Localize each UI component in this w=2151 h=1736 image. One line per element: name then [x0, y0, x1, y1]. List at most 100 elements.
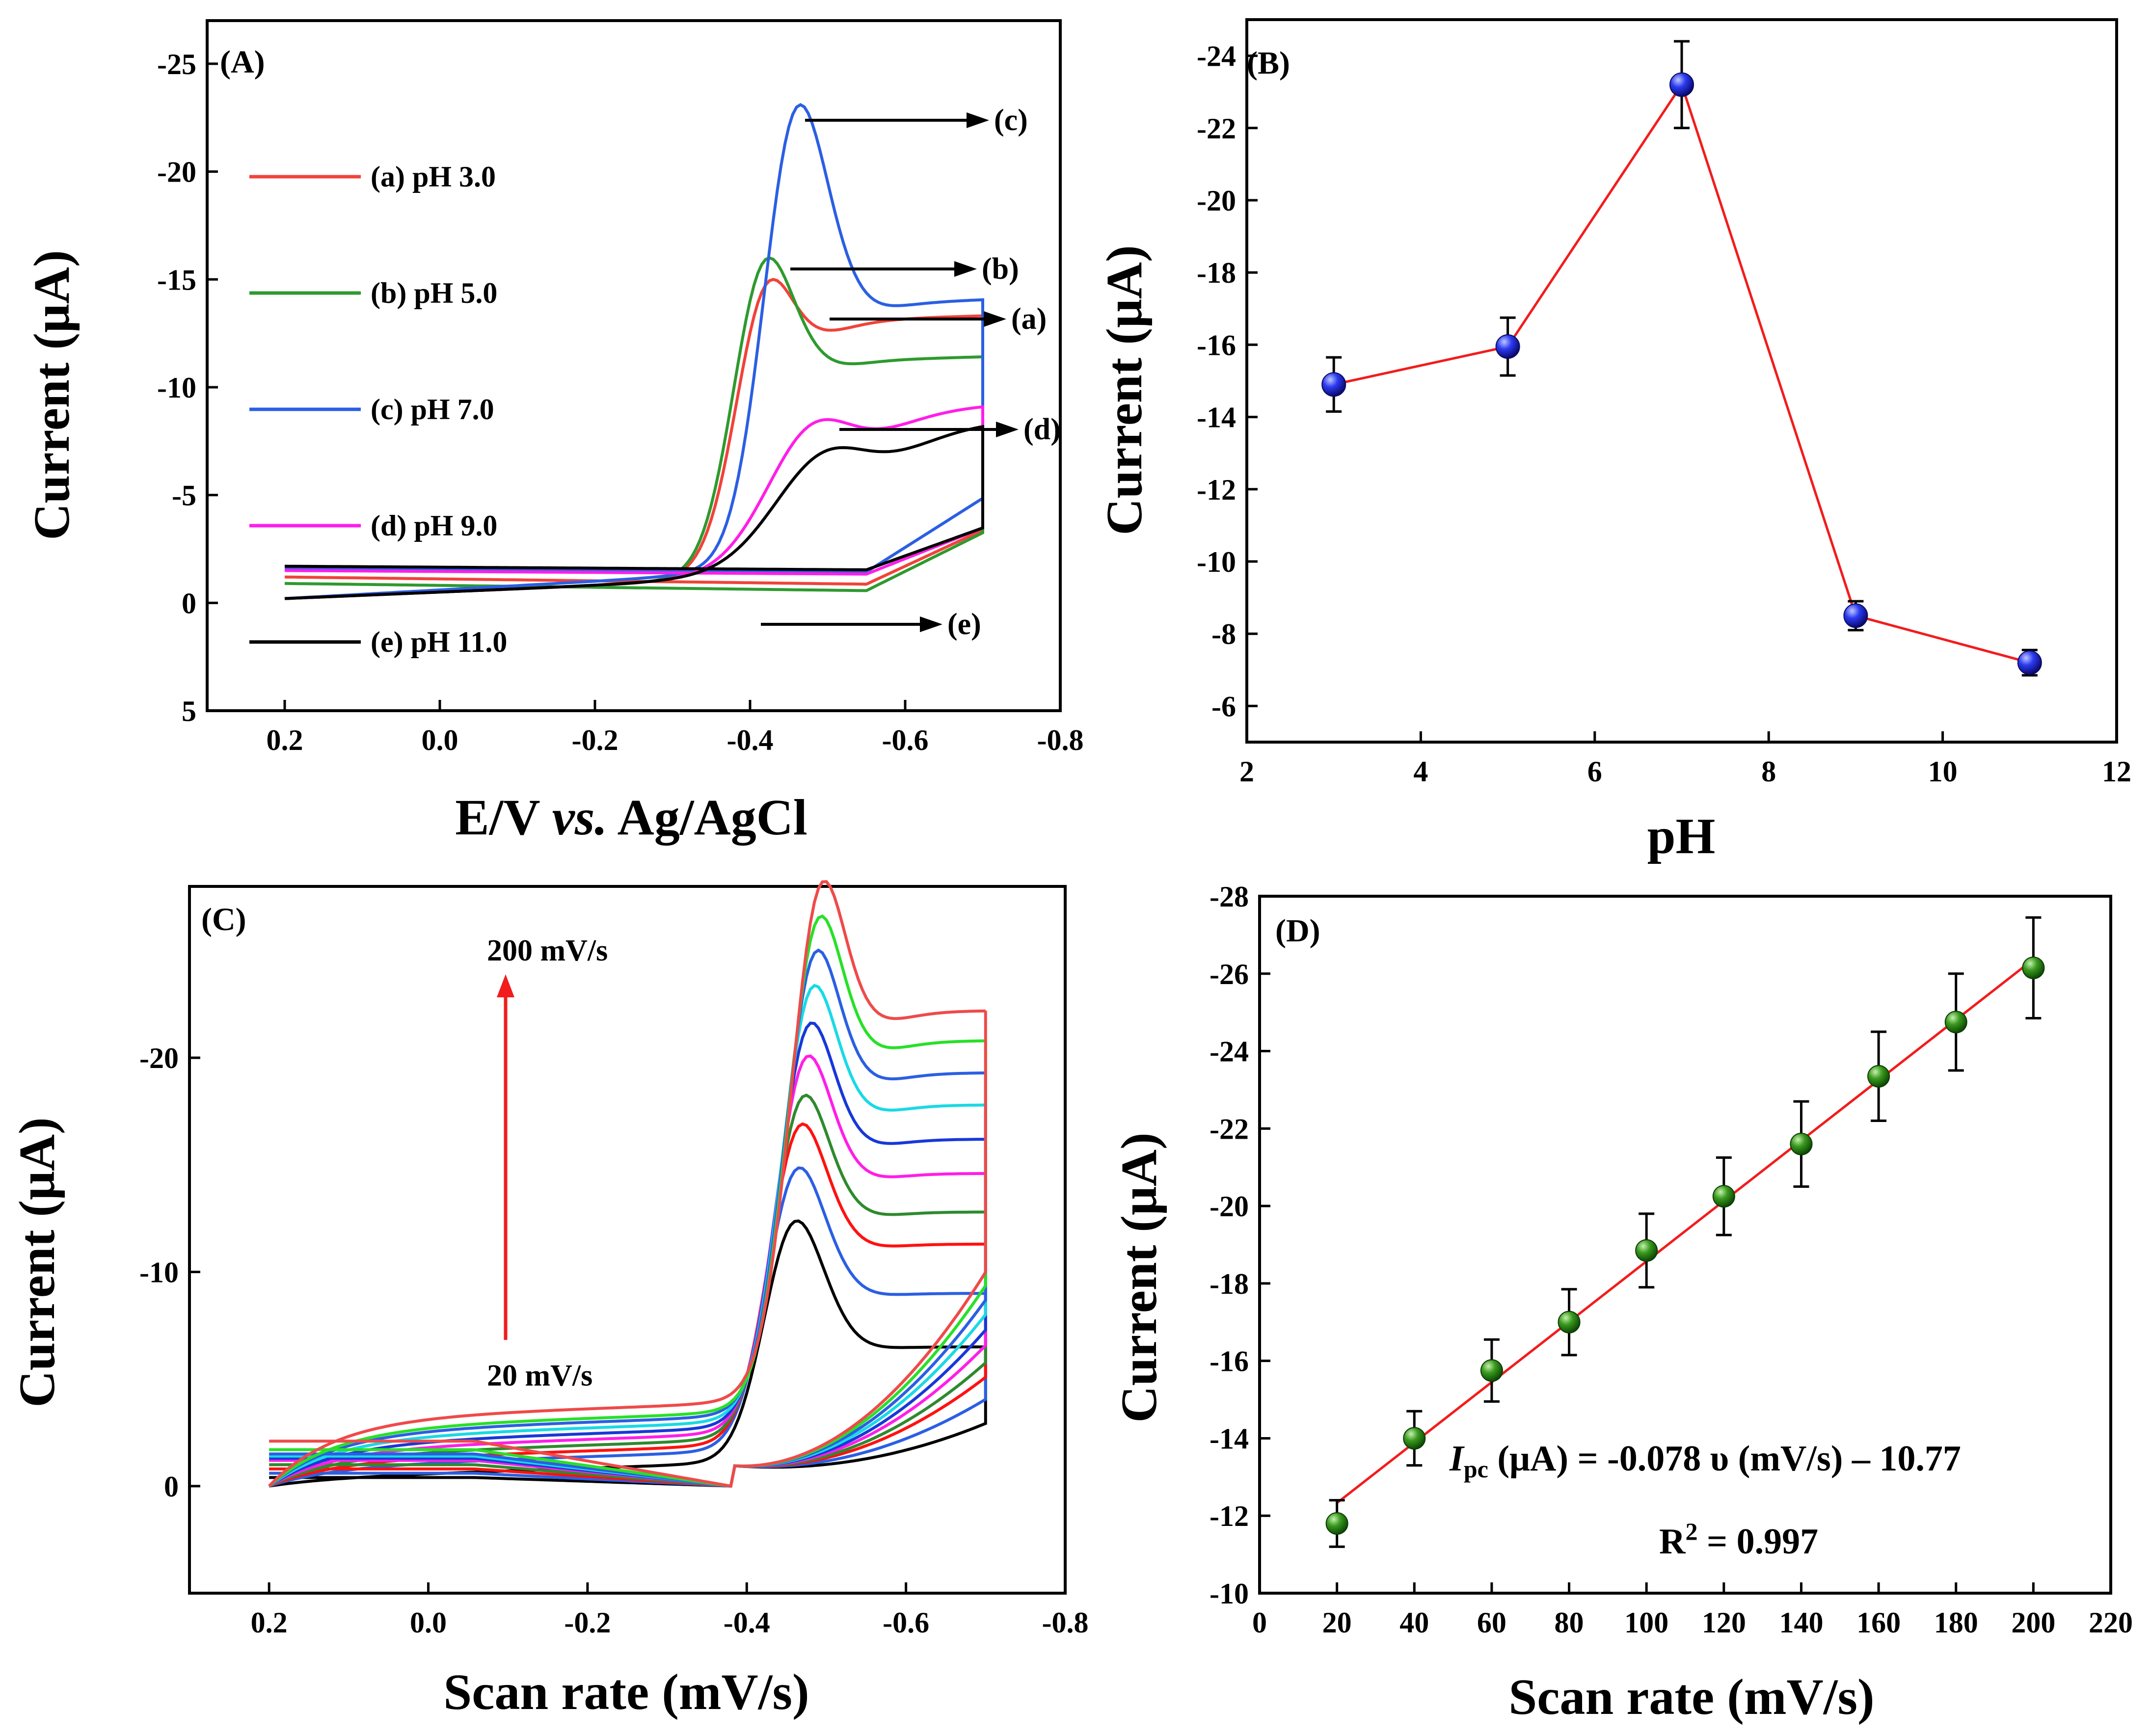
panel-d-frame	[1258, 895, 2112, 1595]
panel-d-x-axis-label: Scan rate (mV/s)	[1508, 1669, 1874, 1725]
panel-a-x-tick-label: -0.8	[1037, 724, 1084, 756]
panel-a-legend-label: (d) pH 9.0	[371, 509, 497, 542]
panel-a-series-5	[284, 425, 984, 600]
panel-c-y-axis-label: Current (μA)	[9, 1117, 65, 1407]
panel-a: (A) Current (μA) E/V vs. Ag/AgCl 0.2 0.0 -…	[24, 19, 1084, 846]
panel-d-r2-superscript: 2	[1685, 1518, 1697, 1545]
panel-d-x-tick-label: 40	[1399, 1606, 1429, 1639]
panel-d-x-tick-label: 20	[1322, 1606, 1352, 1639]
panel-a-x-label-part3: Ag/AgCl	[607, 789, 807, 846]
panel-b-x-tick-label: 2	[1239, 755, 1254, 788]
panel-c-x-tick-label: -0.8	[1042, 1606, 1089, 1639]
panel-a-x-tick-label: -0.2	[572, 724, 618, 756]
panel-b-x-tick-label: 10	[1928, 755, 1958, 788]
panel-b: (B) Current (μA) pH 2 4 6 8 10 12 -6 -8 -10 -12 -1…	[1096, 18, 2131, 864]
panel-a-annotation-label: (a)	[1011, 302, 1047, 336]
panel-d-x-tick-label: 160	[1856, 1606, 1901, 1639]
panel-a-annotation-arrow-head	[984, 311, 1006, 327]
panel-b-data-point	[1843, 603, 1868, 628]
panel-d-data-point	[1867, 1065, 1890, 1088]
panel-d-eq-subscript: pc	[1464, 1455, 1488, 1483]
panel-d-x-tick-label: 120	[1702, 1606, 1746, 1639]
panel-a-y-tick-label: 0	[182, 587, 196, 619]
panel-c-label: (C)	[201, 902, 246, 937]
panel-a-y-tick-label: -5	[172, 480, 196, 512]
panel-a-x-label-part1: E/V	[455, 789, 552, 846]
panel-a-label: (A)	[220, 44, 265, 80]
panel-c: (C) Current (μA) Scan rate (mV/s) 0.2 0.0…	[9, 880, 1089, 1720]
panel-a-y-axis-label: Current (μA)	[24, 250, 80, 540]
panel-b-y-tick-label: -16	[1197, 329, 1236, 361]
panel-b-y-tick-label: -18	[1197, 257, 1236, 289]
panel-a-x-tick-label: 0.2	[267, 724, 303, 756]
panel-d-y-axis-label: Current (μA)	[1111, 1132, 1167, 1422]
panel-b-y-tick-label: -14	[1197, 401, 1236, 434]
panel-c-annotation-bottom: 20 mV/s	[487, 1359, 592, 1392]
panel-a-legend-label: (a) pH 3.0	[371, 160, 496, 193]
panel-a-series-3	[284, 103, 984, 600]
panel-b-y-tick-label: -12	[1197, 474, 1236, 506]
panel-c-x-tick-label: -0.4	[724, 1606, 770, 1639]
panel-c-x-tick-label: 0.0	[410, 1606, 447, 1639]
panel-d-data-point	[1325, 1512, 1348, 1535]
panel-a-legend-label: (b) pH 5.0	[371, 277, 497, 309]
panel-d-label: (D)	[1275, 913, 1320, 949]
panel-b-label: (B)	[1247, 45, 1290, 81]
panel-d-data-point	[1944, 1011, 1967, 1034]
panel-b-x-tick-label: 4	[1413, 755, 1428, 788]
panel-d-data-point	[1403, 1427, 1426, 1450]
panel-d-y-tick-label: -16	[1210, 1345, 1249, 1378]
panel-a-annotation-label: (c)	[994, 104, 1028, 137]
panel-d-x-tick-label: 0	[1252, 1606, 1267, 1639]
panel-a-x-axis-label: E/V vs. Ag/AgCl	[455, 789, 807, 846]
panel-a-annotation-arrow-head	[996, 422, 1019, 437]
panel-c-x-tick-label: -0.2	[564, 1606, 611, 1639]
panel-a-annotation-arrow-head	[920, 616, 942, 632]
panel-d-y-tick-label: -22	[1210, 1113, 1249, 1145]
panel-a-y-tick-label: 5	[182, 695, 196, 727]
panel-b-y-tick-label: -20	[1197, 185, 1236, 217]
panel-d-y-tick-label: -10	[1210, 1577, 1249, 1610]
panel-a-annotation-arrow-head	[954, 261, 977, 277]
panel-c-arrow-head	[497, 974, 514, 997]
panel-b-data-point	[2017, 650, 2042, 675]
panel-d-r2-symbol: R	[1659, 1522, 1686, 1562]
panel-d-y-tick-label: -14	[1210, 1422, 1249, 1455]
panel-b-y-tick-label: -8	[1211, 618, 1236, 650]
panel-c-y-tick-label: 0	[164, 1470, 179, 1503]
panel-d-data-point	[1712, 1185, 1735, 1208]
panel-d-equation: Ipc (μA) = -0.078 υ (mV/s) – 10.77	[1449, 1439, 1961, 1483]
panel-c-y-tick-label: -10	[139, 1256, 179, 1288]
panel-a-y-tick-label: -25	[157, 48, 196, 80]
panel-a-annotation-label: (d)	[1023, 413, 1061, 446]
panel-b-x-tick-label: 6	[1587, 755, 1602, 788]
panel-b-y-tick-label: -10	[1197, 546, 1236, 578]
panel-a-annotation-arrow-head	[967, 112, 989, 128]
panel-d-y-tick-label: -18	[1210, 1268, 1249, 1300]
panel-d-y-tick-label: -12	[1210, 1500, 1249, 1532]
panel-b-x-tick-label: 8	[1761, 755, 1776, 788]
panel-d-eq-symbol: I	[1449, 1439, 1465, 1479]
panel-a-frame	[206, 19, 1062, 712]
panel-d-x-tick-label: 80	[1555, 1606, 1584, 1639]
panel-c-annotation-top: 200 mV/s	[487, 934, 608, 967]
panel-b-y-tick-label: -22	[1197, 112, 1236, 145]
panel-d-data-point	[1558, 1310, 1581, 1334]
panel-a-x-tick-label: 0.0	[422, 724, 458, 756]
panel-c-x-axis-label: Scan rate (mV/s)	[443, 1664, 809, 1720]
panel-d-data-point	[1790, 1132, 1813, 1155]
panel-a-y-tick-label: -20	[157, 156, 196, 188]
panel-b-data-point	[1321, 372, 1346, 397]
panel-b-x-axis-label: pH	[1647, 808, 1716, 864]
panel-b-frame	[1245, 18, 2118, 744]
panel-d-eq-rest: (μA) = -0.078 υ (mV/s) – 10.77	[1488, 1439, 1961, 1479]
panel-d-data-point	[2022, 956, 2045, 979]
panel-d-x-tick-label: 180	[1934, 1606, 1978, 1639]
panel-a-x-tick-label: -0.6	[882, 724, 929, 756]
panel-d-x-tick-label: 200	[2011, 1606, 2055, 1639]
panel-d-x-tick-label: 220	[2089, 1606, 2133, 1639]
panel-a-annotation-label: (e)	[947, 608, 981, 641]
panel-d-x-tick-label: 140	[1779, 1606, 1823, 1639]
panel-b-y-tick-label: -6	[1211, 690, 1236, 722]
